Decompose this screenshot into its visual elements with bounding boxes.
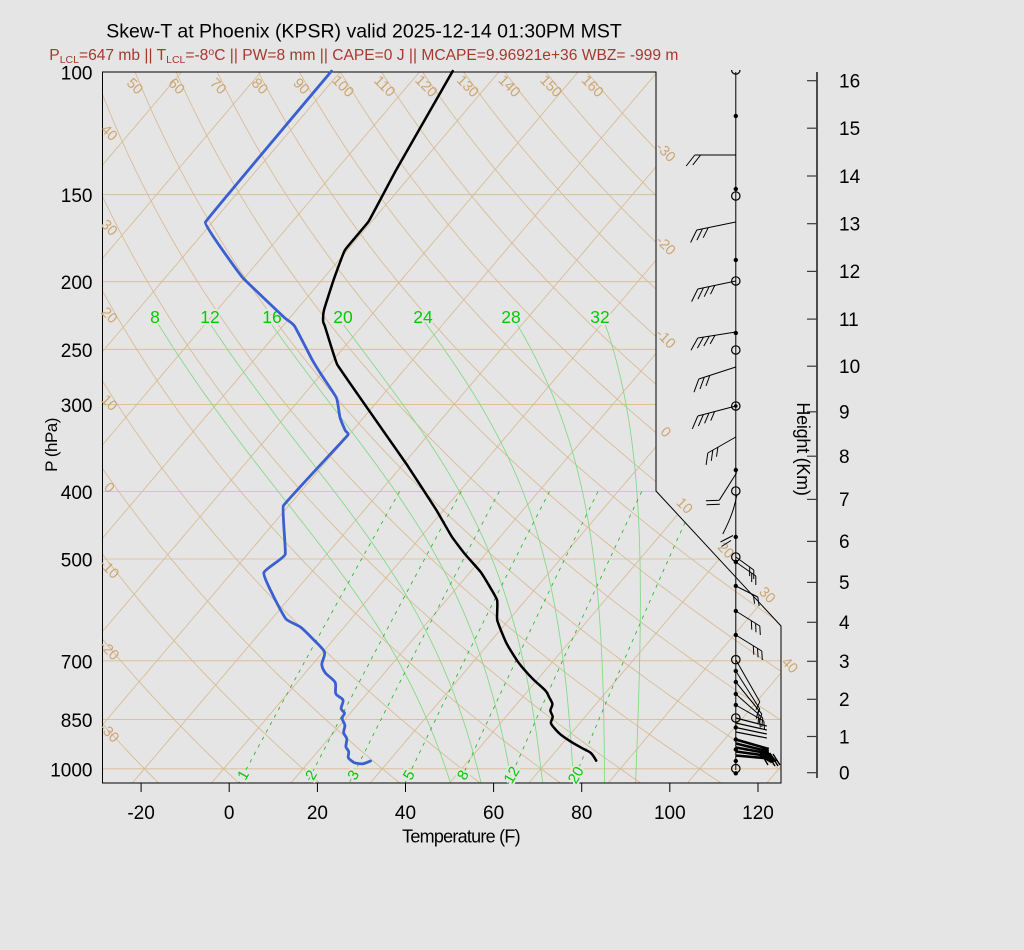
svg-text:20: 20 — [307, 803, 328, 824]
svg-text:9: 9 — [839, 403, 850, 424]
svg-text:P (hPa): P (hPa) — [42, 418, 61, 472]
svg-text:1000: 1000 — [50, 760, 92, 781]
svg-text:7: 7 — [839, 490, 850, 511]
svg-text:Temperature (F): Temperature (F) — [402, 827, 520, 847]
svg-text:15: 15 — [839, 119, 860, 140]
svg-text:14: 14 — [839, 167, 861, 188]
svg-text:10: 10 — [839, 357, 860, 378]
svg-text:1: 1 — [839, 727, 850, 748]
svg-text:4: 4 — [839, 613, 850, 634]
svg-text:8: 8 — [150, 307, 160, 327]
svg-text:2: 2 — [839, 690, 850, 711]
svg-text:850: 850 — [61, 711, 93, 732]
svg-text:40: 40 — [395, 803, 416, 824]
svg-text:20: 20 — [333, 307, 353, 327]
svg-text:12: 12 — [839, 262, 860, 283]
svg-text:32: 32 — [590, 307, 609, 327]
svg-text:11: 11 — [839, 310, 859, 331]
svg-text:100: 100 — [654, 803, 686, 824]
svg-text:12: 12 — [200, 307, 219, 327]
svg-text:6: 6 — [839, 532, 850, 553]
svg-text:100: 100 — [61, 64, 93, 85]
svg-text:0: 0 — [839, 764, 850, 785]
svg-text:300: 300 — [61, 396, 93, 417]
svg-text:500: 500 — [61, 551, 93, 572]
svg-text:28: 28 — [501, 307, 520, 327]
svg-text:80: 80 — [571, 803, 592, 824]
svg-text:0: 0 — [224, 803, 235, 824]
svg-text:Skew-T at Phoenix (KPSR) valid: Skew-T at Phoenix (KPSR) valid 2025-12-1… — [106, 21, 622, 43]
svg-text:3: 3 — [839, 652, 850, 673]
svg-text:24: 24 — [413, 307, 433, 327]
svg-text:120: 120 — [742, 803, 774, 824]
svg-text:5: 5 — [839, 573, 850, 594]
svg-text:60: 60 — [483, 803, 504, 824]
svg-text:PLCL=647 mb || TLCL=-8oC || PW: PLCL=647 mb || TLCL=-8oC || PW=8 mm || C… — [49, 46, 678, 66]
svg-text:400: 400 — [61, 483, 93, 504]
svg-text:250: 250 — [61, 341, 93, 362]
svg-text:-20: -20 — [127, 803, 154, 824]
svg-text:200: 200 — [61, 273, 93, 294]
svg-text:150: 150 — [61, 186, 93, 207]
svg-text:8: 8 — [839, 447, 850, 468]
svg-text:700: 700 — [61, 652, 93, 673]
svg-text:Height (Km): Height (Km) — [793, 402, 813, 495]
svg-text:13: 13 — [839, 215, 860, 236]
svg-text:16: 16 — [262, 307, 281, 327]
svg-text:16: 16 — [839, 72, 860, 93]
